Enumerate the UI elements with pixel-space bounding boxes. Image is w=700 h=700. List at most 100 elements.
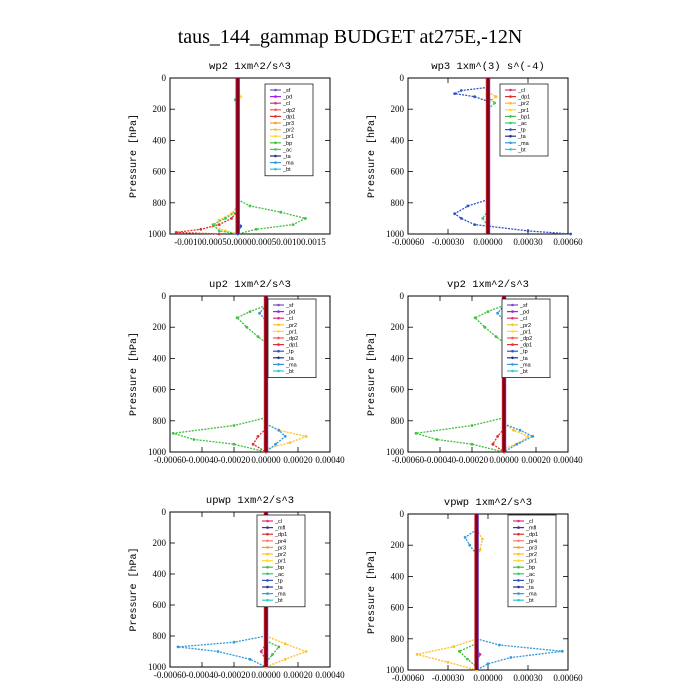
- x-tick-label: 0.00060: [553, 673, 583, 683]
- y-tick-label: 600: [153, 600, 167, 610]
- panels: wp2 1xm^2/s^3 0 200 400 600 800 1000 Pressure […: [128, 61, 583, 683]
- x-tick-label: -0.00060: [392, 237, 425, 247]
- series-line-ma: [177, 635, 267, 668]
- data-point: [458, 649, 461, 653]
- x-tick-label: -0.00100.00050.00000.00050.00100.0015: [174, 237, 326, 247]
- legend-marker: [509, 128, 512, 131]
- legend-entry: _dp1: [285, 343, 298, 349]
- legend-entry: _sf: [285, 303, 294, 309]
- x-tick-label: 0.00020: [283, 670, 313, 680]
- legend-entry: _bt: [517, 147, 526, 153]
- legend-entry: _cl: [525, 519, 533, 525]
- legend-entry: _dp1: [525, 532, 538, 538]
- legend-marker: [511, 323, 514, 327]
- y-axis-label: Pressure [hPa]: [128, 332, 140, 416]
- legend-entry: _ac: [525, 572, 535, 578]
- y-tick-label: 400: [153, 135, 167, 145]
- legend-entry: _pd: [519, 310, 529, 316]
- legend-marker: [517, 592, 520, 595]
- y-tick-label: 0: [162, 507, 167, 517]
- y-tick-label: 400: [391, 353, 405, 363]
- legend-entry: _tp: [274, 578, 283, 584]
- data-point: [478, 548, 482, 552]
- y-tick-label: 200: [391, 322, 405, 332]
- y-tick-label: 600: [391, 385, 405, 395]
- panel-wp2: wp2 1xm^2/s^3 0 200 400 600 800 1000 Pressure […: [128, 61, 331, 247]
- data-point: [217, 223, 221, 227]
- y-tick-label: 800: [391, 634, 405, 644]
- legend-entry: _ta: [274, 585, 284, 591]
- x-tick-label: 0.00000: [251, 670, 281, 680]
- y-tick-label: 600: [153, 167, 167, 177]
- legend-entry: _tp: [285, 349, 294, 355]
- data-point: [239, 224, 243, 228]
- panel-title: upwp 1xm^2/s^3: [206, 495, 294, 507]
- y-axis-label: Pressure [hPa]: [366, 332, 378, 416]
- legend-marker: [509, 115, 512, 118]
- data-point: [224, 217, 227, 220]
- legend-marker: [274, 167, 277, 171]
- legend-marker: [511, 349, 514, 353]
- x-tick-label: 0.00000: [489, 455, 519, 465]
- legend-entry: _dp1: [282, 114, 295, 120]
- data-point: [435, 438, 439, 441]
- data-point: [463, 536, 467, 539]
- legend-entry: _pr2: [517, 101, 529, 107]
- legend-entry: _dp2: [519, 336, 532, 342]
- data-point: [277, 645, 281, 649]
- data-point: [478, 653, 482, 656]
- y-tick-label: 0: [162, 291, 167, 301]
- legend-entry: _pr1: [525, 559, 537, 565]
- legend-marker: [511, 336, 514, 340]
- legend-entry: _mfl: [274, 526, 285, 532]
- legend: _sf_pd_cl_dp2_dp1_pr3_pr2_pr1_bp_ac_ta_m…: [264, 83, 314, 177]
- y-tick-label: 1000: [386, 665, 405, 675]
- data-point: [496, 311, 499, 315]
- legend-marker: [509, 108, 512, 112]
- data-point: [239, 95, 243, 99]
- data-point: [414, 431, 418, 435]
- legend-entry: _pr1: [285, 329, 297, 335]
- data-point: [258, 311, 261, 315]
- x-tick-label: -0.00060: [154, 670, 187, 680]
- data-point: [274, 442, 277, 446]
- y-axis-label: Pressure [hPa]: [128, 114, 140, 198]
- data-point: [481, 217, 485, 220]
- x-tick-label: -0.00030: [432, 237, 465, 247]
- data-point: [251, 442, 255, 446]
- data-point: [256, 335, 260, 338]
- data-point: [466, 657, 469, 661]
- legend-entry: _ma: [274, 592, 287, 598]
- data-point: [491, 442, 495, 446]
- legend-marker: [511, 363, 514, 366]
- data-point: [486, 310, 490, 313]
- legend-entry: _pr1: [519, 329, 531, 335]
- legend-marker: [274, 121, 277, 125]
- legend-marker: [266, 532, 269, 536]
- legend-entry: _dp2: [285, 336, 298, 342]
- legend-entry: _ta: [517, 134, 527, 140]
- legend-entry: _pd: [285, 310, 295, 316]
- data-point: [480, 537, 484, 541]
- data-point: [486, 662, 490, 666]
- x-tick-label: 0.00040: [315, 455, 345, 465]
- legend-marker: [266, 579, 269, 582]
- legend-entry: _cl: [282, 101, 290, 107]
- legend-entry: _pr1: [274, 559, 286, 565]
- y-tick-label: 600: [153, 385, 167, 395]
- data-point: [493, 101, 497, 105]
- legend-marker: [517, 526, 520, 529]
- legend-entry: _cl: [517, 88, 525, 94]
- data-point: [515, 442, 519, 446]
- series-line-pr2: [416, 638, 477, 671]
- data-point: [248, 204, 252, 208]
- legend-entry: _ta: [525, 585, 535, 591]
- legend-entry: _bt: [274, 598, 283, 604]
- y-tick-label: 400: [391, 135, 405, 145]
- legend-marker: [266, 552, 269, 556]
- data-point: [232, 640, 236, 644]
- legend-entry: _dp1: [517, 95, 530, 101]
- data-point: [494, 335, 498, 338]
- legend-entry: _pr1: [517, 108, 529, 114]
- legend-entry: _bp: [525, 565, 535, 571]
